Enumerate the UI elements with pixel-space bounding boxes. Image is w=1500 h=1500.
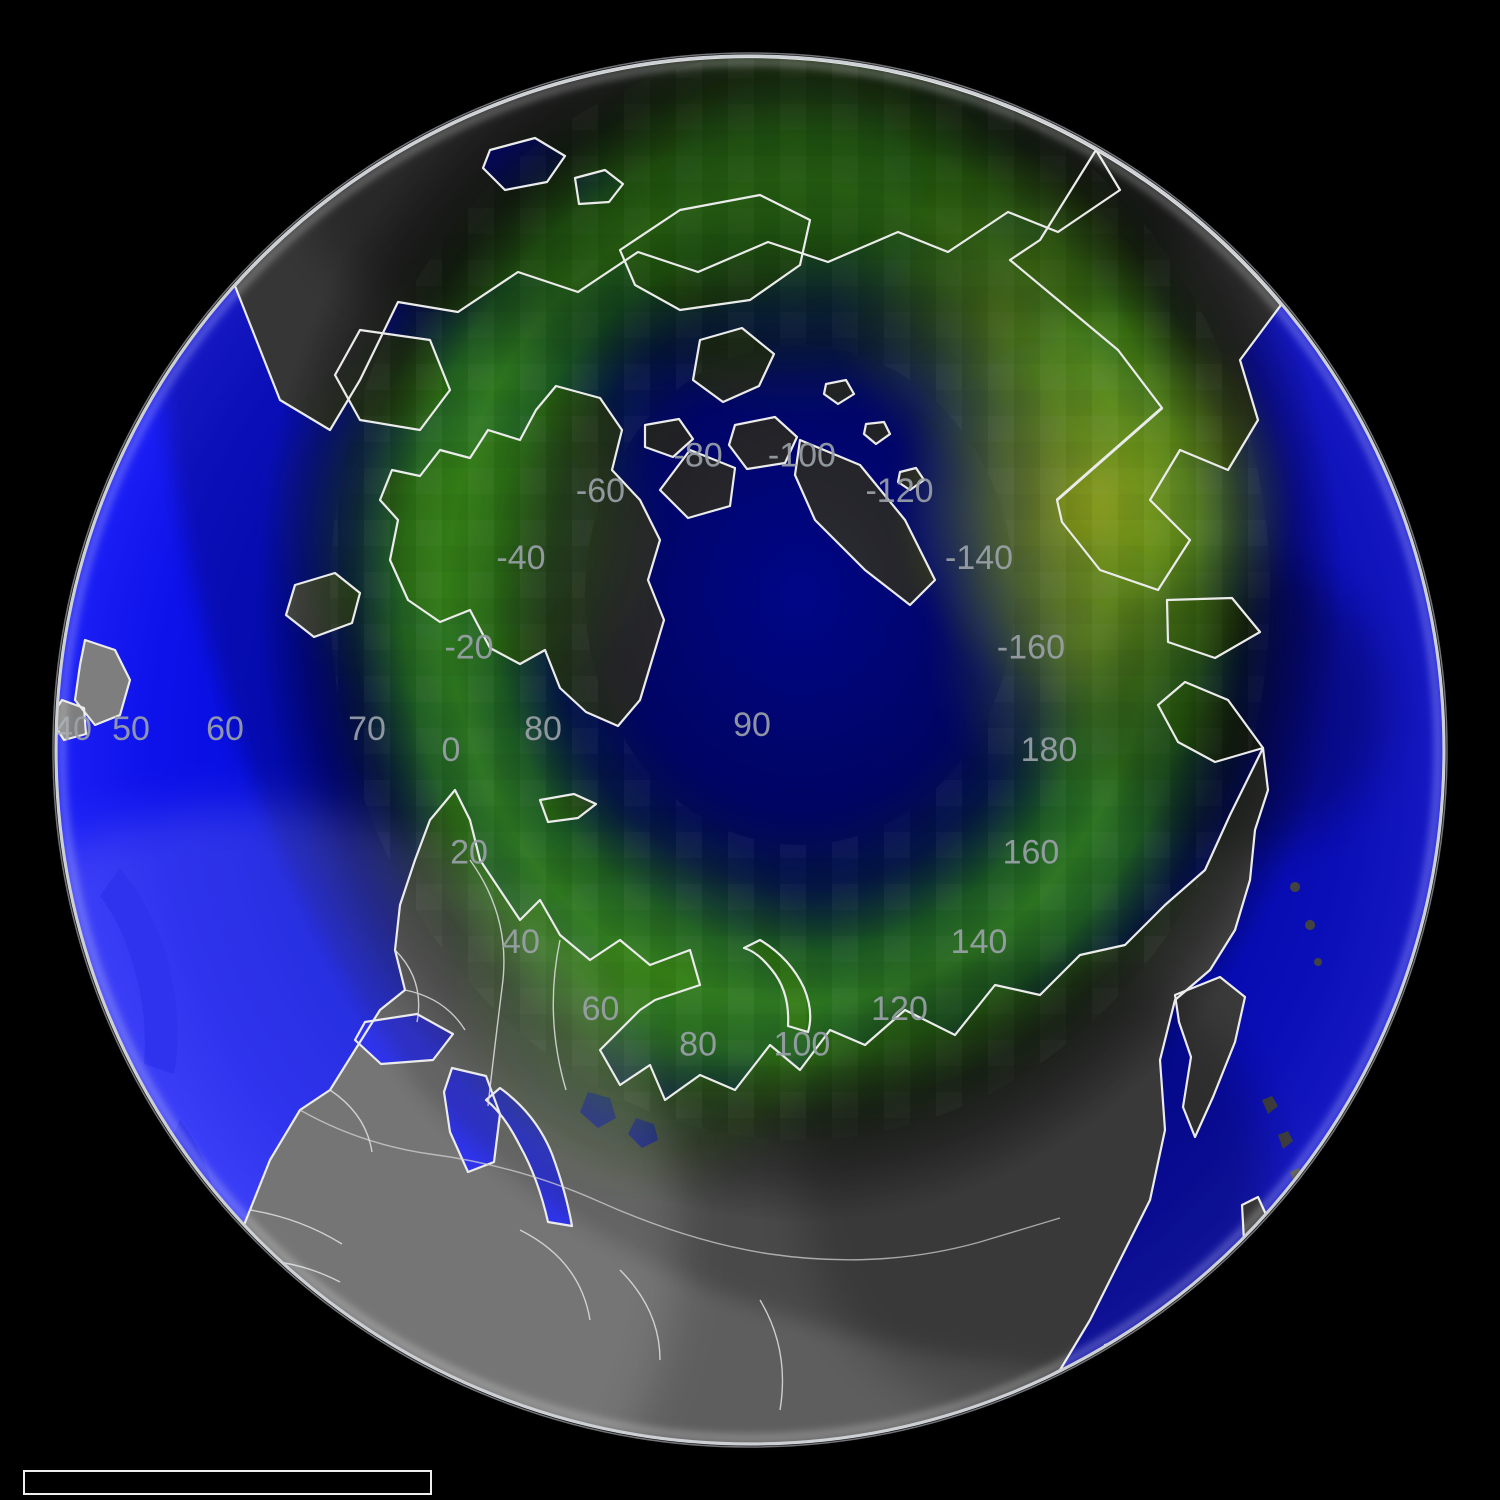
lon-label-180: 180	[1021, 731, 1078, 769]
lon-label--100: -100	[768, 437, 836, 475]
lon-label--160: -160	[997, 629, 1065, 667]
lon-label-0: 0	[442, 731, 461, 769]
country-borders	[229, 406, 1163, 1411]
pole-label: 90	[733, 706, 771, 744]
lat-label-60: 60	[206, 710, 244, 748]
lon-label-120: 120	[871, 990, 928, 1028]
colorbar-gradient	[23, 1470, 432, 1495]
globe-limb-ring	[54, 54, 1446, 1446]
lon-label-60: 60	[582, 990, 620, 1028]
lon-label-160: 160	[1003, 833, 1060, 871]
lon-label--40: -40	[496, 539, 545, 577]
lon-label-100: 100	[774, 1025, 831, 1063]
lat-label-70: 70	[348, 710, 386, 748]
lon-label--60: -60	[576, 472, 625, 510]
lon-label--20: -20	[444, 629, 493, 667]
lon-label-140: 140	[951, 923, 1008, 961]
lon-label--120: -120	[865, 472, 933, 510]
lon-label-40: 40	[502, 923, 540, 961]
colorbar	[0, 1424, 470, 1500]
lon-label--80: -80	[674, 437, 723, 475]
lon-label-20: 20	[450, 833, 488, 871]
globe-limb-outer	[52, 52, 1448, 1448]
lon-label-80: 80	[679, 1025, 717, 1063]
lat-label-50: 50	[112, 710, 150, 748]
border-alaska-canada	[1056, 406, 1163, 502]
lon-label--140: -140	[945, 539, 1013, 577]
globe-limb-glow	[58, 58, 1442, 1442]
lat-label-80: 80	[524, 710, 562, 748]
